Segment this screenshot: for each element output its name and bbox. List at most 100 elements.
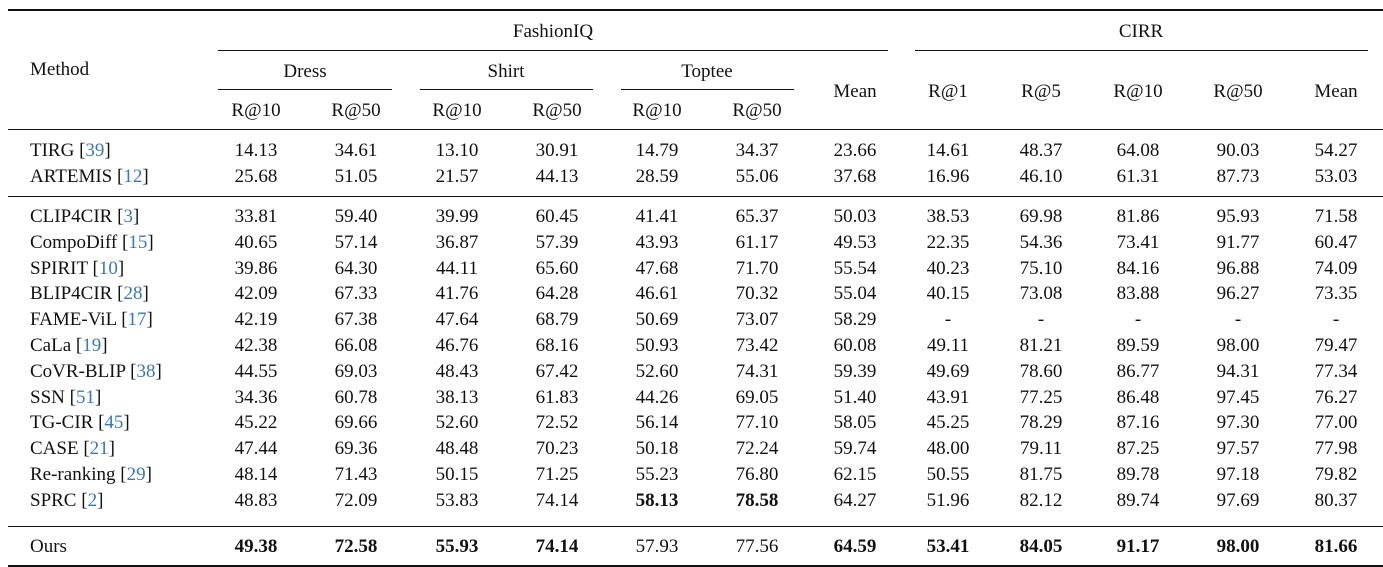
table-cell: 65.60	[535, 257, 579, 279]
table-cell: 22.35	[926, 231, 970, 253]
method-name: CompoDiff [15]	[30, 231, 154, 253]
table-cell: 49.53	[833, 231, 877, 253]
table-cell: 79.82	[1314, 464, 1358, 485]
method-label: FAME-ViL	[30, 309, 117, 331]
table-cell: 52.60	[435, 412, 479, 434]
method-label: Ours	[30, 536, 67, 557]
table-cell: 97.69	[1216, 489, 1260, 511]
citation-link[interactable]: 51	[75, 386, 95, 408]
table-row: SPIRIT [10] 39.86 64.30 44.11 65.60 47.68 71.7…	[0, 256, 1383, 282]
table-cell: 38.53	[926, 206, 970, 227]
table-cell: 43.93	[635, 231, 679, 253]
table-cell: 73.41	[1116, 231, 1160, 253]
method-name: CLIP4CIR [3]	[30, 206, 140, 227]
table-cell: 97.57	[1216, 438, 1260, 460]
table-row: CaLa [19] 42.38 66.08 46.76 68.16 50.93 73.42 6…	[0, 333, 1383, 359]
method-header: Method	[30, 59, 90, 80]
table-row: SSN [51] 34.36 60.78 38.13 61.83 44.26 69.05 51…	[0, 385, 1383, 411]
citation-link[interactable]: 38	[136, 360, 156, 382]
fashioniq-header: FashionIQ	[512, 21, 594, 42]
table-cell: 25.68	[234, 165, 278, 187]
table-cell: 71.43	[334, 464, 378, 485]
table-cell: 73.42	[735, 335, 779, 356]
table-cell: 50.69	[635, 309, 679, 331]
metric-header: R@50	[732, 100, 782, 121]
table-cell: 50.03	[833, 206, 877, 227]
table-cell: 97.45	[1216, 386, 1260, 408]
toptee-cmidrule	[621, 89, 794, 90]
toptee-header: Toptee	[681, 61, 733, 82]
table-cell: 81.86	[1116, 206, 1160, 227]
table-row: TIRG [39] 14.13 34.61 13.10 30.91 14.79 34.37 2…	[0, 138, 1383, 164]
table-row: CLIP4CIR [3] 33.81 59.40 39.99 60.45 41.41 65.…	[0, 204, 1383, 230]
table-cell: 64.08	[1116, 140, 1160, 161]
table-cell: 79.11	[1019, 438, 1063, 460]
citation-link[interactable]: 17	[127, 309, 147, 331]
table-cell: 83.88	[1116, 283, 1160, 305]
citation-link[interactable]: 45	[104, 412, 124, 434]
table-cell: 48.37	[1019, 140, 1063, 161]
table-cell: 64.27	[833, 489, 877, 511]
cirr-cmidrule	[915, 50, 1368, 51]
citation-link[interactable]: 10	[98, 257, 118, 279]
table-cell: 46.61	[635, 283, 679, 305]
table-cell: 67.42	[535, 360, 579, 382]
table-cell: 44.11	[435, 257, 479, 279]
method-name: CASE [21]	[30, 438, 115, 460]
table-cell: 87.73	[1216, 165, 1260, 187]
table-cell: 69.98	[1019, 206, 1063, 227]
table-cell: -	[1234, 309, 1242, 331]
citation-link[interactable]: 29	[126, 464, 146, 485]
table-cell: 72.24	[735, 438, 779, 460]
table-cell: 58.29	[833, 309, 877, 331]
table-cell: 46.10	[1019, 165, 1063, 187]
method-label: SSN	[30, 386, 65, 408]
group-separator-rule	[8, 196, 1383, 197]
table-cell: 38.13	[435, 386, 479, 408]
table-cell: 77.10	[735, 412, 779, 434]
header-rule	[8, 129, 1383, 130]
table-cell: -	[1134, 309, 1142, 331]
citation-link[interactable]: 28	[123, 283, 143, 305]
table-cell: 74.14	[535, 536, 579, 557]
table-cell: 77.34	[1314, 360, 1358, 382]
metric-header: Mean	[1314, 81, 1358, 102]
citation-link[interactable]: 3	[123, 206, 133, 227]
table-cell: 69.05	[735, 386, 779, 408]
table-cell: 34.37	[735, 140, 779, 161]
table-cell: 48.83	[234, 489, 278, 511]
shirt-cmidrule	[420, 89, 593, 90]
table-cell: 55.93	[435, 536, 479, 557]
table-cell: 76.80	[735, 464, 779, 485]
citation-link[interactable]: 21	[89, 438, 109, 460]
table-cell: 46.76	[435, 335, 479, 356]
method-label: CoVR-BLIP	[30, 360, 126, 382]
table-cell: 51.05	[334, 165, 378, 187]
table-cell: 81.75	[1019, 464, 1063, 485]
table-cell: 48.43	[435, 360, 479, 382]
table-cell: 54.27	[1314, 140, 1358, 161]
method-label: Re-ranking	[30, 464, 116, 485]
table-cell: 50.55	[926, 464, 970, 485]
citation-link[interactable]: 39	[85, 140, 105, 161]
table-cell: 48.48	[435, 438, 479, 460]
table-cell: 47.44	[234, 438, 278, 460]
citation-link[interactable]: 12	[123, 165, 143, 187]
citation-link[interactable]: 2	[87, 489, 98, 511]
method-name: Re-ranking [29]	[30, 464, 152, 485]
method-label: CaLa	[30, 335, 72, 356]
table-cell: 60.78	[334, 386, 378, 408]
citation-link[interactable]: 15	[128, 231, 148, 253]
method-label: CASE	[30, 438, 79, 460]
citation-link[interactable]: 19	[82, 335, 102, 356]
table-cell: 49.38	[234, 536, 278, 557]
table-cell: 64.59	[833, 536, 877, 557]
table-cell: 79.47	[1314, 335, 1358, 356]
table-cell: 72.09	[334, 489, 378, 511]
table-cell: 98.00	[1216, 335, 1260, 356]
method-name: SSN [51]	[30, 386, 102, 408]
method-name: Ours	[30, 534, 67, 560]
table-cell: 72.52	[535, 412, 579, 434]
method-label: CLIP4CIR	[30, 206, 113, 227]
table-cell: 87.16	[1116, 412, 1160, 434]
